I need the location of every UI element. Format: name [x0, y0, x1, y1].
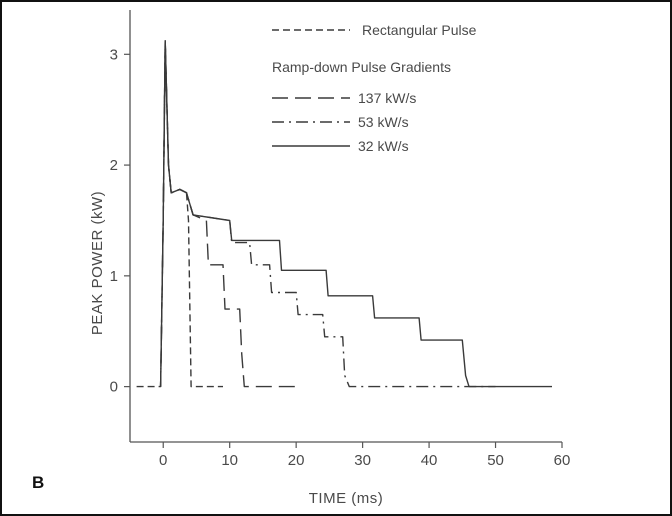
y-tick-label: 3	[110, 46, 118, 63]
legend-subtitle: Ramp-down Pulse Gradients	[272, 59, 451, 75]
x-axis-label: TIME (ms)	[309, 490, 383, 507]
x-tick-label: 60	[554, 452, 571, 469]
legend-label-1: Rectangular Pulse	[362, 22, 477, 38]
y-tick-label: 2	[110, 157, 118, 174]
y-tick-label: 1	[110, 268, 118, 285]
x-tick-label: 0	[159, 452, 167, 469]
legend-label-3: 53 kW/s	[358, 114, 409, 130]
series-line-4	[159, 40, 552, 388]
series-line-2	[159, 40, 297, 388]
x-tick-label: 10	[221, 452, 238, 469]
legend-label-4: 32 kW/s	[358, 138, 409, 154]
y-axis-label: PEAK POWER (kW)	[89, 191, 106, 335]
x-tick-label: 50	[487, 452, 504, 469]
legend-label-2: 137 kW/s	[358, 90, 416, 106]
series	[136, 40, 552, 388]
ticks: 0 10 20 30 40 50 60 0 1 2 3	[110, 46, 571, 469]
x-tick-label: 30	[354, 452, 371, 469]
x-tick-label: 20	[288, 452, 305, 469]
x-tick-label: 40	[421, 452, 438, 469]
axes	[129, 10, 562, 443]
panel-label: B	[32, 473, 44, 492]
y-tick-label: 0	[110, 379, 118, 396]
series-line-3	[159, 40, 496, 388]
series-line-1	[136, 40, 223, 388]
legend: Rectangular Pulse 137 kW/s 53 kW/s 32 kW/s R…	[272, 22, 477, 154]
